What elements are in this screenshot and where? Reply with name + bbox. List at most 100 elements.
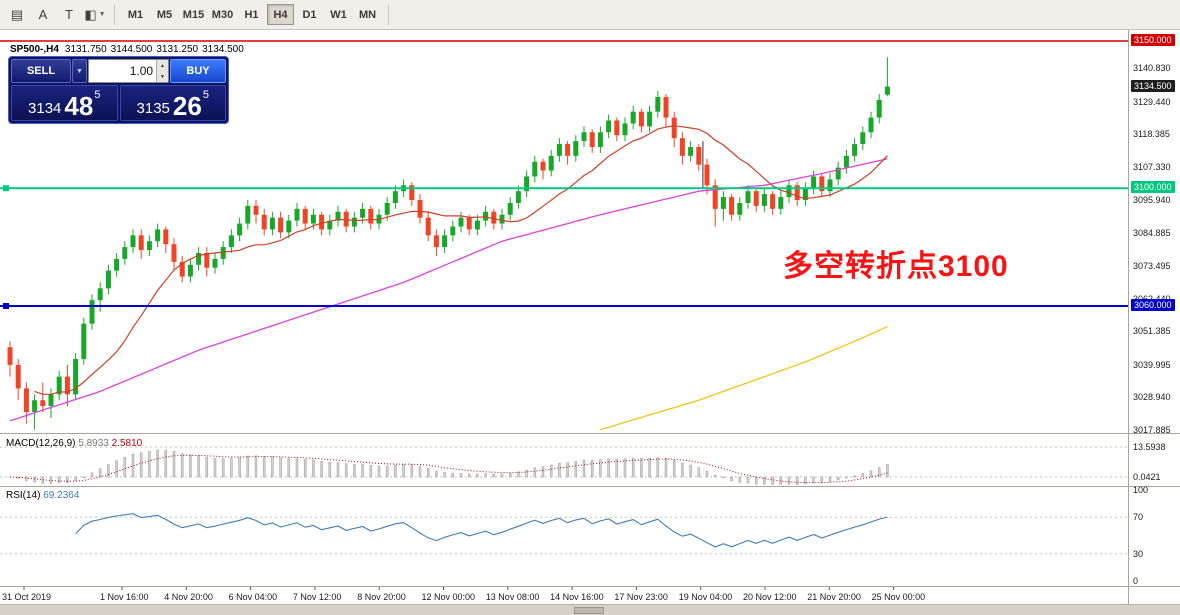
time-axis-label: 1 Nov 16:00 (100, 592, 149, 602)
price-axis-label: 3107.330 (1133, 161, 1171, 172)
price-axis-label: 3140.830 (1133, 63, 1171, 73)
chevron-down-icon: ▼ (98, 11, 106, 18)
rsi-axis-label: 30 (1133, 548, 1144, 559)
rsi-line (75, 513, 888, 548)
rsi-axis-label: 0 (1133, 576, 1139, 586)
time-axis-label: 7 Nov 12:00 (292, 592, 342, 602)
drawing-tools-icon: ◧ (84, 6, 97, 22)
rsi-panel[interactable] (0, 513, 1128, 555)
price-axis-label: 3118.385 (1133, 129, 1170, 140)
timeframe-buttons-group: M1 M5 M15 M30 H1 H4 D1 W1 MN (121, 4, 382, 25)
price-panel[interactable] (7, 57, 890, 431)
volume-field-wrap: ▲ ▼ (88, 59, 169, 83)
hline-handle (3, 185, 9, 192)
price-badge: 3060.000 (1131, 298, 1175, 311)
chart-text-annotation[interactable]: 多空转折点3100 (783, 250, 1009, 283)
price-badge: 3100.000 (1131, 181, 1175, 194)
charts-grid-icon: ▤ (10, 6, 24, 22)
price-axis[interactable]: 3140.830 3129.440 3118.385 3107.330 3095.940… (1130, 0, 1180, 604)
spin-down-icon[interactable]: ▼ (157, 71, 168, 82)
macd-name: MACD(12,26,9) (6, 438, 76, 449)
bid-subpip: 5 (94, 89, 101, 101)
text-label-icon: T (65, 7, 73, 22)
time-axis-label: 4 Nov 20:00 (164, 592, 213, 602)
buy-button[interactable]: BUY (170, 59, 226, 83)
open-value: 3131.750 (64, 44, 107, 55)
rsi-value: 69.2364 (43, 490, 80, 501)
bid-main: 3134 (28, 99, 62, 117)
close-value: 3134.500 (202, 44, 244, 55)
rsi-axis-label: 100 (1133, 485, 1149, 495)
tool-icons-group: ▤ A T ◧ ▼ (4, 3, 108, 27)
time-axis-label: 17 Nov 23:00 (614, 592, 668, 602)
bid-pips: 48 (64, 90, 94, 121)
symbol-period-label: SP500-,H4 (10, 44, 59, 55)
time-axis-label: 14 Nov 16:00 (550, 592, 604, 602)
ma-red-line (34, 125, 888, 395)
volume-dropdown-button[interactable]: ▼ (72, 59, 87, 83)
macd-signal-line (9, 454, 888, 484)
ask-main: 3135 (136, 99, 170, 117)
timeframe-M5[interactable]: M5 (156, 8, 173, 21)
price-badge: 3134.500 (1131, 79, 1175, 92)
drawing-tools-icon[interactable]: ◧ ▼ (83, 3, 107, 27)
charts-grid-icon[interactable]: ▤ (5, 3, 29, 27)
time-axis-label: 31 Oct 2019 (2, 592, 52, 602)
timeframe-H1[interactable]: H1 (244, 8, 259, 21)
ohlc-header: SP500-,H4 3131.750 3144.500 3131.250 3134.50… (10, 44, 248, 55)
time-axis-label: 21 Nov 20:00 (807, 592, 861, 602)
rsi-indicator-label: RSI(14) 69.2364 (6, 490, 79, 501)
macd-panel[interactable] (0, 446, 1128, 485)
price-axis-label: 3073.495 (1133, 261, 1171, 272)
ask-subpip: 5 (202, 89, 209, 101)
high-value: 3144.500 (110, 44, 153, 55)
price-axis-label: 3062.440 (1133, 294, 1171, 304)
h-scrollbar-thumb[interactable] (574, 607, 604, 614)
ask-price-display[interactable]: 3135 26 5 (119, 85, 226, 121)
low-value: 3131.250 (156, 44, 199, 55)
volume-input[interactable] (89, 60, 157, 82)
ask-pips: 26 (172, 90, 202, 121)
time-axis[interactable]: 31 Oct 2019 1 Nov 16:00 4 Nov 20:00 6 Nov 0… (0, 592, 1128, 605)
timeframe-M15[interactable]: M15 (182, 8, 205, 21)
insert-text-icon: A (38, 7, 48, 22)
sell-button[interactable]: SELL (11, 59, 71, 83)
price-axis-label: 3129.440 (1133, 96, 1171, 107)
toolbar-separator (114, 4, 115, 25)
macd-axis-label: 0.0421 (1133, 471, 1161, 482)
bid-price-display[interactable]: 3134 48 5 (11, 85, 118, 121)
chevron-down-icon: ▼ (76, 67, 83, 75)
timeframe-H4[interactable]: H4 (267, 4, 294, 25)
price-axis-label: 3095.940 (1133, 195, 1171, 206)
time-axis-label: 20 Nov 12:00 (743, 592, 797, 602)
toolbar: ▤ A T ◧ ▼ M1 M5 M15 M30 H1 H4 D1 W1 MN (0, 0, 1180, 30)
insert-text-icon[interactable]: A (31, 3, 55, 27)
time-axis-label: 13 Nov 08:00 (485, 592, 540, 602)
hline-handle (3, 302, 9, 309)
toolbar-separator (388, 4, 389, 25)
price-axis-label: 3051.385 (1133, 326, 1171, 337)
macd-axis-label: 13.5938 (1133, 442, 1166, 453)
timeframe-W1[interactable]: W1 (330, 8, 347, 21)
price-axis-label: 3028.940 (1133, 392, 1171, 403)
timeframe-MN[interactable]: MN (358, 8, 377, 21)
timeframe-M1[interactable]: M1 (127, 8, 144, 21)
macd-indicator-label: MACD(12,26,9) 5.8933 2.5810 (6, 438, 142, 449)
time-axis-label: 6 Nov 04:00 (228, 592, 278, 602)
volume-spinner: ▲ ▼ (156, 60, 168, 82)
text-label-icon[interactable]: T (57, 3, 81, 27)
price-axis-label: 3084.885 (1133, 227, 1171, 238)
spin-up-icon[interactable]: ▲ (157, 60, 168, 71)
time-axis-label: 25 Nov 00:00 (871, 592, 926, 602)
price-badge: 3150.000 (1131, 34, 1175, 46)
timeframe-D1[interactable]: D1 (302, 8, 317, 21)
timeframe-M30[interactable]: M30 (211, 8, 234, 21)
macd-signal-value: 2.5810 (111, 438, 143, 449)
ma-yellow-line (600, 326, 888, 431)
time-axis-label: 8 Nov 20:00 (357, 592, 406, 602)
rsi-name: RSI(14) (6, 490, 41, 501)
macd-main-value: 5.8933 (78, 438, 109, 449)
time-axis-label: 12 Nov 00:00 (421, 592, 476, 602)
